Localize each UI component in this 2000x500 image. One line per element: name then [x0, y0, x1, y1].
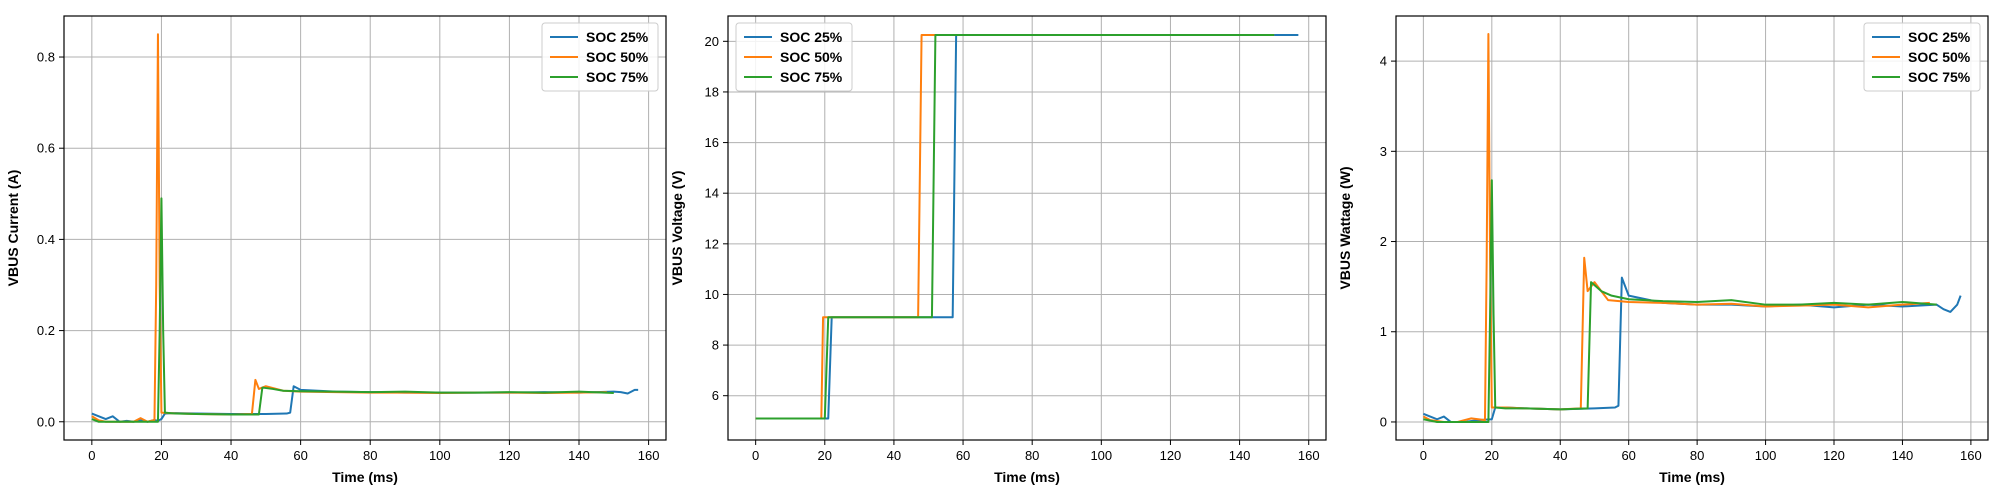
y-tick-label: 0.6 — [37, 141, 55, 156]
plot-frame — [1395, 15, 1989, 441]
legend-box — [541, 22, 659, 92]
y-tick-label: 0.2 — [37, 323, 55, 338]
x-tick-label: 20 — [818, 448, 832, 463]
x-tick-label: 140 — [568, 448, 590, 463]
plot-frame — [727, 15, 1327, 441]
x-tick-label: 60 — [956, 448, 970, 463]
y-tick-label: 0.8 — [37, 50, 55, 65]
series-group — [1422, 33, 1962, 423]
legend-entry: SOC 25% — [780, 29, 843, 45]
x-tick-label: 140 — [1892, 448, 1914, 463]
chart-panel-1: 0 20 40 60 80 100 120 140 160 0.0 0.2 0.4 0.6 0.8 Time… — [5, 15, 667, 485]
y-tick-label: 10 — [705, 287, 719, 302]
x-tick-label: 140 — [1229, 448, 1251, 463]
legend-entry: SOC 50% — [1908, 49, 1971, 65]
x-axis-label: Time (ms) — [994, 469, 1060, 485]
x-axis-label: Time (ms) — [332, 469, 398, 485]
series-group — [755, 33, 1299, 420]
x-tick-label: 0 — [88, 448, 95, 463]
legend-entry: SOC 75% — [586, 69, 649, 85]
x-tick-label: 120 — [499, 448, 521, 463]
x-tick-label: 80 — [1690, 448, 1704, 463]
y-axis-label: VBUS Current (A) — [5, 170, 21, 287]
x-tick-label: 160 — [638, 448, 660, 463]
plot-frame — [63, 15, 667, 441]
legend-entry: SOC 25% — [1908, 29, 1971, 45]
x-tick-label: 40 — [1553, 448, 1567, 463]
x-tick-label: 20 — [154, 448, 168, 463]
y-tick-label: 0.4 — [37, 232, 55, 247]
y-tick-label: 0.0 — [37, 414, 55, 429]
legend-entry: SOC 75% — [1908, 69, 1971, 85]
series-line-soc-50- — [755, 33, 1275, 420]
x-tick-label: 60 — [293, 448, 307, 463]
x-tick-label: 160 — [1298, 448, 1320, 463]
x-tick-label: 100 — [1090, 448, 1112, 463]
legend-entry: SOC 50% — [586, 49, 649, 65]
y-tick-label: 2 — [1380, 234, 1387, 249]
series-group — [91, 33, 639, 423]
x-tick-label: 80 — [1025, 448, 1039, 463]
y-tick-label: 4 — [1380, 54, 1387, 69]
x-tick-label: 120 — [1823, 448, 1845, 463]
series-line-soc-75- — [755, 33, 1275, 420]
legend-box — [735, 22, 853, 92]
series-line-soc-50- — [1422, 33, 1930, 423]
x-tick-label: 0 — [752, 448, 759, 463]
x-tick-label: 40 — [887, 448, 901, 463]
x-tick-label: 100 — [429, 448, 451, 463]
y-tick-label: 3 — [1380, 144, 1387, 159]
y-tick-label: 16 — [705, 135, 719, 150]
y-tick-label: 20 — [705, 34, 719, 49]
y-tick-label: 6 — [712, 388, 719, 403]
series-line-soc-25- — [755, 33, 1299, 420]
y-axis-label: VBUS Voltage (V) — [669, 171, 685, 286]
x-tick-label: 100 — [1755, 448, 1777, 463]
chart-panel-2: 0 20 40 60 80 100 120 140 160 6 8 10 12 14 16 18 20 Time … — [669, 15, 1327, 485]
y-axis-label: VBUS Wattage (W) — [1337, 166, 1353, 289]
y-tick-label: 14 — [705, 186, 719, 201]
x-tick-label: 20 — [1485, 448, 1499, 463]
x-tick-label: 160 — [1960, 448, 1982, 463]
x-tick-label: 80 — [363, 448, 377, 463]
x-tick-label: 120 — [1160, 448, 1182, 463]
series-line-soc-75- — [91, 197, 614, 423]
legend-entry: SOC 25% — [586, 29, 649, 45]
series-line-soc-25- — [1423, 276, 1962, 423]
chart-panel-3: 0 20 40 60 80 100 120 140 160 0 1 2 3 4 Time (ms) VBUS … — [1337, 15, 1989, 485]
y-tick-label: 8 — [712, 338, 719, 353]
y-tick-label: 18 — [705, 84, 719, 99]
legend: SOC 25% SOC 50% SOC 75% — [1863, 22, 1981, 92]
x-tick-label: 40 — [224, 448, 238, 463]
legend-entry: SOC 75% — [780, 69, 843, 85]
legend-box — [1863, 22, 1981, 92]
legend-entry: SOC 50% — [780, 49, 843, 65]
y-tick-label: 1 — [1380, 324, 1387, 339]
y-tick-label: 12 — [705, 236, 719, 251]
grid — [728, 16, 1326, 440]
x-tick-label: 0 — [1420, 448, 1427, 463]
series-line-soc-50- — [91, 33, 607, 423]
legend: SOC 25% SOC 50% SOC 75% — [735, 22, 853, 92]
x-axis-label: Time (ms) — [1659, 469, 1725, 485]
legend: SOC 25% SOC 50% SOC 75% — [541, 22, 659, 92]
series-line-soc-75- — [1423, 179, 1937, 423]
x-tick-label: 60 — [1621, 448, 1635, 463]
y-tick-label: 0 — [1380, 414, 1387, 429]
